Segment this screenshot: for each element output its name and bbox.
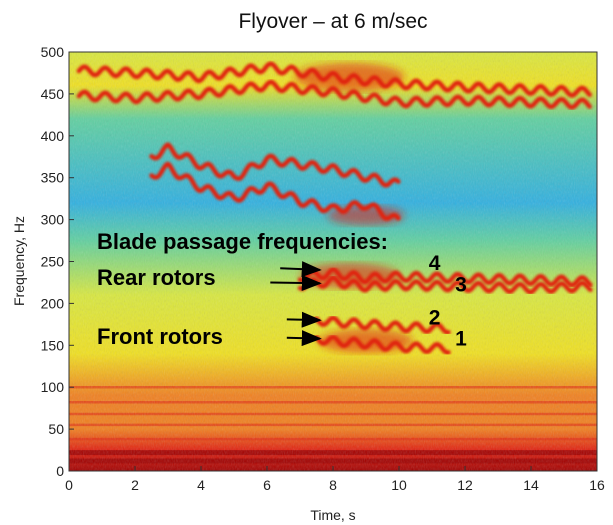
annotation-arrow bbox=[286, 330, 322, 347]
x-tick-label: 14 bbox=[523, 477, 539, 493]
x-axis: 0 2 4 6 8 10 12 14 16 bbox=[65, 466, 605, 493]
y-tick-label: 0 bbox=[56, 463, 64, 479]
harmonic-number-label: 3 bbox=[455, 274, 467, 297]
annotation-arrow bbox=[286, 311, 322, 328]
annotation-rear-rotors: Rear rotors bbox=[97, 265, 216, 290]
annotation-front-rotors: Front rotors bbox=[97, 324, 223, 349]
ridge-layer bbox=[76, 61, 593, 355]
y-tick-label: 100 bbox=[41, 379, 65, 395]
harmonic-ridge bbox=[76, 79, 592, 110]
x-axis-label: Time, s bbox=[310, 507, 355, 523]
x-tick-label: 6 bbox=[263, 477, 271, 493]
harmonic-number-label: 1 bbox=[455, 327, 467, 350]
harmonic-ridge bbox=[314, 334, 451, 355]
y-axis: 0 50 100 150 200 250 300 350 400 450 500 bbox=[41, 44, 74, 479]
x-tick-label: 0 bbox=[65, 477, 73, 493]
harmonic-ridge bbox=[314, 315, 451, 335]
x-tick-label: 8 bbox=[329, 477, 337, 493]
spectrogram-noise bbox=[69, 52, 597, 471]
y-tick-label: 350 bbox=[41, 170, 65, 186]
y-tick-label: 500 bbox=[41, 44, 65, 60]
harmonic-ridge bbox=[297, 275, 593, 295]
y-tick-label: 250 bbox=[41, 254, 65, 270]
arrow-layer bbox=[270, 261, 322, 347]
y-tick-label: 150 bbox=[41, 337, 65, 353]
harmonic-ridge bbox=[297, 267, 593, 288]
x-tick-label: 2 bbox=[131, 477, 139, 493]
harmonic-ridge bbox=[76, 61, 592, 98]
annotation-title: Blade passage frequencies: bbox=[97, 229, 388, 254]
harmonic-number-label: 2 bbox=[429, 306, 441, 329]
harmonic-ridge bbox=[149, 161, 401, 221]
x-tick-label: 12 bbox=[457, 477, 473, 493]
y-axis-label: Frequency, Hz bbox=[11, 216, 27, 306]
x-tick-label: 10 bbox=[391, 477, 407, 493]
y-tick-label: 450 bbox=[41, 86, 65, 102]
y-tick-label: 50 bbox=[48, 421, 64, 437]
y-tick-label: 200 bbox=[41, 295, 65, 311]
annotation-arrow bbox=[270, 274, 322, 291]
y-tick-label: 300 bbox=[41, 212, 65, 228]
y-tick-label: 400 bbox=[41, 128, 65, 144]
x-tick-label: 4 bbox=[197, 477, 205, 493]
harmonic-number-label: 4 bbox=[429, 252, 441, 275]
chart-title: Flyover – at 6 m/sec bbox=[238, 10, 427, 33]
annotation-arrow bbox=[280, 261, 322, 278]
harmonic-ridge bbox=[149, 142, 401, 188]
x-tick-label: 16 bbox=[589, 477, 605, 493]
annotations: Blade passage frequencies: Rear rotors F… bbox=[97, 229, 467, 350]
plot-area bbox=[69, 52, 597, 471]
